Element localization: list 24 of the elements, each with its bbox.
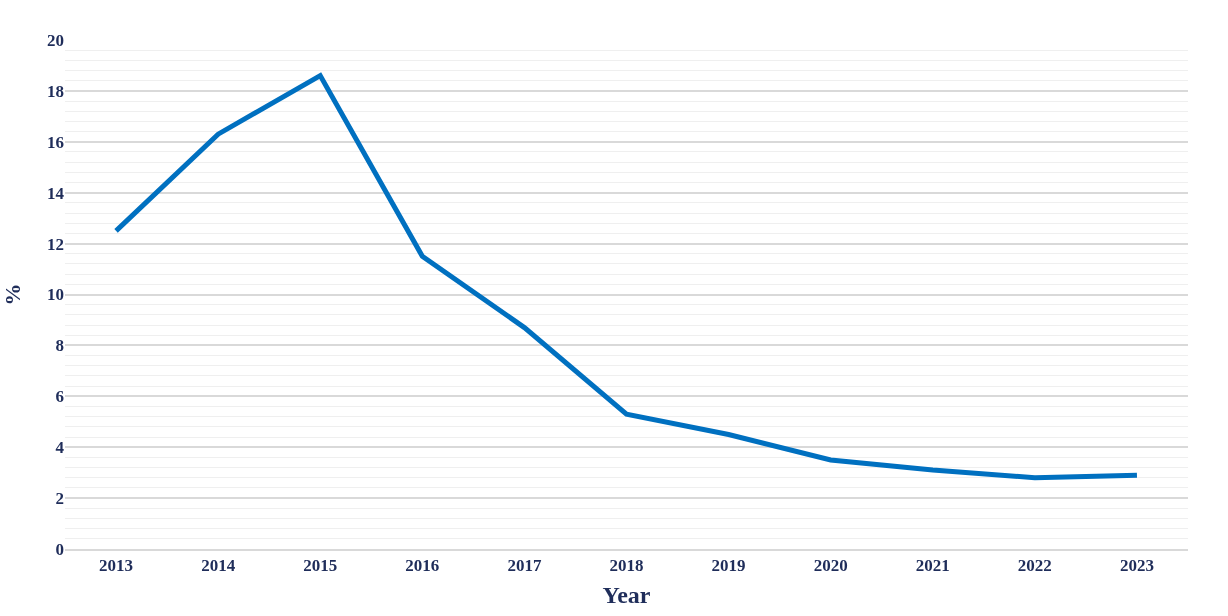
x-tick-label: 2021 (915, 556, 950, 576)
y-tick-label: 18 (47, 81, 64, 101)
y-tick-label: 0 (55, 539, 64, 559)
x-tick-label: 2016 (405, 556, 440, 576)
x-tick-label: 2022 (1017, 556, 1052, 576)
x-axis-title: Year (602, 581, 651, 608)
y-tick-label: 8 (55, 336, 64, 356)
x-tick-label: 2019 (711, 556, 746, 576)
y-tick-label: 4 (55, 438, 65, 458)
y-tick-label: 6 (55, 387, 64, 407)
x-tick-label: 2023 (1119, 556, 1154, 576)
y-tick-label: 16 (47, 132, 64, 152)
y-tick-label: 2 (55, 489, 64, 509)
x-tick-label: 2020 (813, 556, 848, 576)
y-tick-label: 20 (47, 30, 64, 50)
y-tick-label: 10 (47, 285, 64, 305)
x-tick-label: 2018 (609, 556, 644, 576)
y-tick-label: 12 (47, 234, 64, 254)
y-tick-label: 14 (47, 183, 65, 203)
x-tick-label: 2013 (99, 556, 134, 576)
x-tick-label: 2014 (201, 556, 236, 576)
x-tick-label: 2017 (507, 556, 542, 576)
y-axis-title: % (0, 283, 25, 306)
x-tick-label: 2015 (303, 556, 338, 576)
